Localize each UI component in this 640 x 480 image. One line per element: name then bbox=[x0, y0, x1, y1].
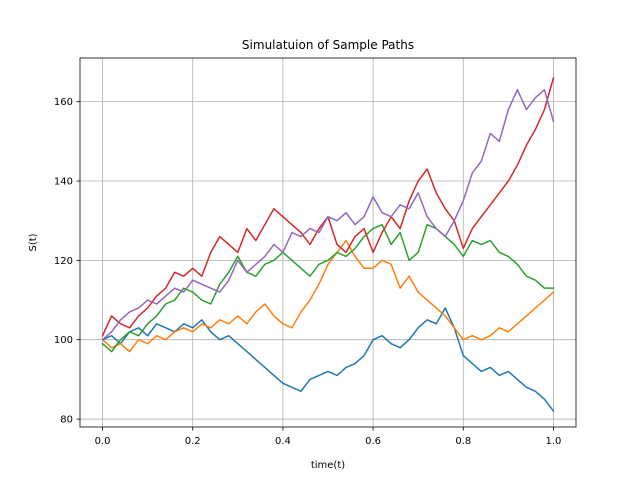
plot-frame bbox=[79, 57, 577, 428]
y-tick-label: 100 bbox=[54, 335, 73, 346]
y-axis-label: S(t) bbox=[28, 233, 39, 251]
x-tick-label: 0.4 bbox=[275, 436, 291, 447]
chart-title: Simulatuion of Sample Paths bbox=[242, 38, 414, 52]
series-line-5 bbox=[101, 88, 555, 341]
x-tick-label: 0.6 bbox=[365, 436, 381, 447]
x-tick-label: 0.8 bbox=[455, 436, 471, 447]
y-tick-label: 140 bbox=[54, 177, 73, 188]
series-line-2 bbox=[101, 239, 555, 353]
series-group bbox=[101, 76, 555, 413]
series-line-3 bbox=[101, 223, 555, 353]
y-tick-label: 160 bbox=[54, 97, 73, 108]
x-axis-label: time(t) bbox=[311, 460, 345, 471]
y-axis: 80 100 120 140 160 bbox=[54, 97, 80, 426]
y-tick-label: 120 bbox=[54, 256, 73, 267]
series-line-1 bbox=[101, 307, 555, 413]
x-tick-label: 0.2 bbox=[185, 436, 201, 447]
x-tick-label: 1.0 bbox=[546, 436, 562, 447]
x-axis: 0.0 0.2 0.4 0.6 0.8 1.0 bbox=[95, 427, 562, 447]
y-tick-label: 80 bbox=[60, 415, 73, 426]
x-tick-label: 0.0 bbox=[95, 436, 111, 447]
